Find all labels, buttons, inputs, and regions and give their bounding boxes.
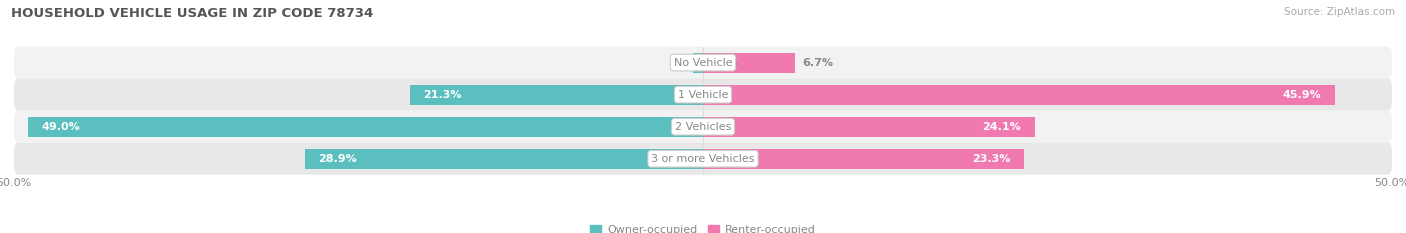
Bar	[703, 117, 1035, 137]
Bar	[28, 117, 703, 137]
Text: HOUSEHOLD VEHICLE USAGE IN ZIP CODE 78734: HOUSEHOLD VEHICLE USAGE IN ZIP CODE 7873…	[11, 7, 374, 20]
Text: No Vehicle: No Vehicle	[673, 58, 733, 68]
Text: Source: ZipAtlas.com: Source: ZipAtlas.com	[1284, 7, 1395, 17]
Text: 45.9%: 45.9%	[1282, 90, 1322, 100]
Text: 28.9%: 28.9%	[319, 154, 357, 164]
Bar	[703, 53, 796, 72]
Text: 21.3%: 21.3%	[423, 90, 461, 100]
Text: 0.76%: 0.76%	[699, 58, 738, 68]
FancyBboxPatch shape	[14, 79, 1392, 111]
Bar	[703, 85, 1336, 105]
Text: 3 or more Vehicles: 3 or more Vehicles	[651, 154, 755, 164]
Text: 24.1%: 24.1%	[983, 122, 1021, 132]
Text: 6.7%: 6.7%	[803, 58, 834, 68]
Text: 2 Vehicles: 2 Vehicles	[675, 122, 731, 132]
Bar	[703, 149, 1024, 169]
Legend: Owner-occupied, Renter-occupied: Owner-occupied, Renter-occupied	[586, 220, 820, 233]
FancyBboxPatch shape	[14, 47, 1392, 79]
Bar	[305, 149, 703, 169]
FancyBboxPatch shape	[14, 143, 1392, 175]
Text: 49.0%: 49.0%	[42, 122, 80, 132]
Bar	[693, 53, 703, 72]
Text: 1 Vehicle: 1 Vehicle	[678, 90, 728, 100]
Text: 23.3%: 23.3%	[972, 154, 1011, 164]
FancyBboxPatch shape	[14, 111, 1392, 143]
Bar	[409, 85, 703, 105]
